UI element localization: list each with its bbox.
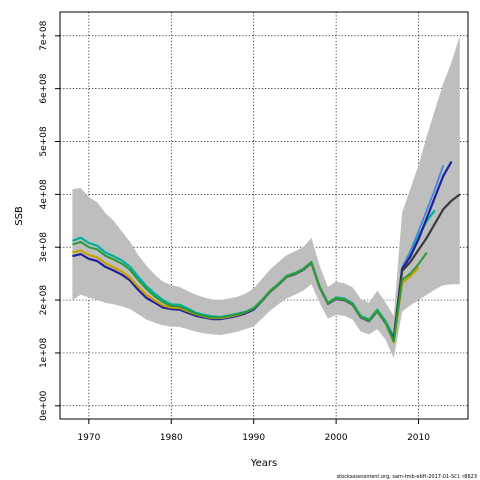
y-tick-label: 2e+08 (39, 285, 49, 316)
y-tick-label: 0e+00 (39, 390, 49, 421)
confidence-band-area (72, 35, 460, 359)
x-tick-label: 1970 (77, 433, 100, 443)
plot-frame (59, 11, 469, 420)
y-tick-label: 5e+08 (39, 126, 49, 157)
series-lines (72, 161, 461, 344)
x-axis-title: Years (250, 458, 277, 469)
y-tick-label: 3e+08 (39, 232, 49, 263)
y-axis: 0e+00 1e+08 2e+08 3e+08 4e+08 5e+08 6e+08 7e+08 (39, 20, 60, 421)
y-tick-label: 6e+08 (39, 73, 49, 104)
footer-credit: stockassessment.org, sam-tmb-ebft-2017-0… (337, 474, 477, 480)
series-line-4 (392, 193, 461, 338)
x-axis: 1970 1980 1990 2000 2010 (77, 419, 430, 443)
y-tick-label: 1e+08 (39, 338, 49, 369)
y-axis-title: SSB (14, 206, 25, 226)
x-tick-label: 1990 (242, 433, 265, 443)
y-tick-label: 7e+08 (39, 20, 49, 51)
x-tick-label: 1980 (160, 433, 183, 443)
y-tick-label: 4e+08 (39, 179, 49, 210)
series-line-6 (72, 240, 428, 343)
x-tick-label: 2010 (407, 433, 430, 443)
x-tick-label: 2000 (325, 433, 348, 443)
series-line-2 (392, 165, 445, 338)
confidence-band (72, 35, 460, 359)
